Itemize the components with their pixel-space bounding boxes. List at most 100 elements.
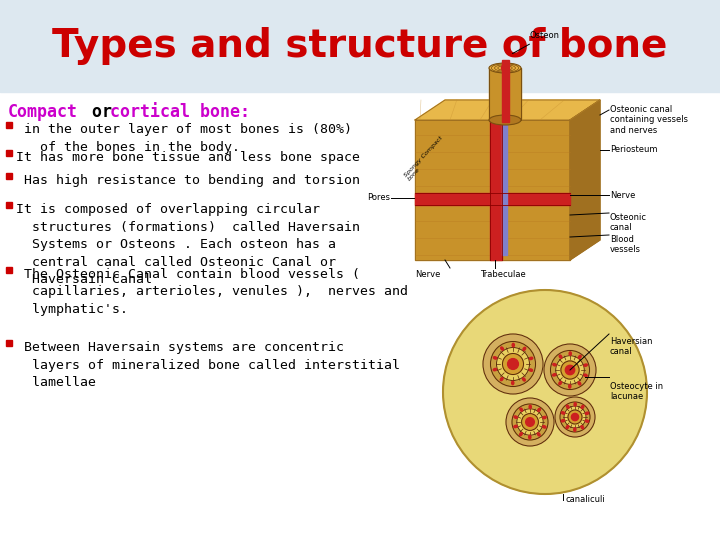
Circle shape (561, 361, 579, 379)
Ellipse shape (529, 369, 533, 372)
Text: Periosteum: Periosteum (610, 145, 657, 154)
Ellipse shape (553, 363, 556, 366)
Text: Blood
vessels: Blood vessels (610, 235, 641, 254)
Circle shape (560, 402, 590, 432)
Ellipse shape (523, 347, 526, 350)
Circle shape (506, 398, 554, 446)
Ellipse shape (489, 63, 521, 73)
Circle shape (572, 414, 579, 421)
Ellipse shape (559, 382, 562, 384)
Ellipse shape (543, 426, 546, 428)
Circle shape (483, 334, 543, 394)
Circle shape (565, 366, 575, 375)
Circle shape (502, 64, 508, 71)
Polygon shape (489, 68, 521, 120)
Polygon shape (570, 100, 600, 260)
Text: Has high resistance to bending and torsion: Has high resistance to bending and torsi… (16, 174, 360, 187)
Ellipse shape (562, 412, 564, 414)
Ellipse shape (559, 355, 562, 358)
Circle shape (503, 354, 523, 375)
Text: The Osteonic Canal contain blood vessels (
  capillaries, arterioles, venules ),: The Osteonic Canal contain blood vessels… (16, 268, 408, 316)
Circle shape (544, 344, 596, 396)
Ellipse shape (574, 428, 576, 431)
Ellipse shape (585, 420, 589, 422)
Text: Nerve: Nerve (610, 191, 635, 199)
Ellipse shape (578, 382, 581, 385)
Ellipse shape (569, 352, 572, 355)
Circle shape (497, 348, 529, 381)
Bar (6, 150, 12, 156)
Ellipse shape (528, 435, 531, 439)
Text: Osteocyte in
lacunae: Osteocyte in lacunae (610, 382, 663, 401)
Text: canaliculi: canaliculi (565, 496, 605, 504)
Ellipse shape (523, 378, 526, 381)
Circle shape (526, 417, 534, 426)
Ellipse shape (543, 416, 546, 419)
Ellipse shape (489, 115, 521, 125)
Text: Compact: Compact (8, 103, 78, 121)
Circle shape (517, 409, 543, 435)
Ellipse shape (520, 433, 522, 436)
Circle shape (512, 404, 548, 440)
Text: Haversian
canal: Haversian canal (610, 337, 652, 356)
Ellipse shape (569, 384, 571, 388)
Circle shape (556, 356, 585, 384)
Bar (415, 193, 570, 205)
Ellipse shape (585, 412, 589, 414)
Text: or: or (82, 103, 122, 121)
Ellipse shape (529, 357, 533, 360)
Text: It is composed of overlapping circular
  structures (formations)  called Haversa: It is composed of overlapping circular s… (16, 203, 360, 286)
Bar (6, 202, 12, 208)
Ellipse shape (567, 405, 569, 408)
Ellipse shape (529, 405, 531, 409)
Text: Nerve: Nerve (415, 270, 441, 279)
Bar (6, 122, 12, 128)
Ellipse shape (553, 374, 556, 376)
Bar (6, 173, 12, 179)
Ellipse shape (514, 416, 518, 418)
Ellipse shape (581, 426, 584, 429)
Ellipse shape (514, 426, 517, 428)
Ellipse shape (537, 433, 540, 436)
Circle shape (521, 414, 539, 430)
Circle shape (490, 341, 536, 387)
Text: Osteonic canal
containing vessels
and nerves: Osteonic canal containing vessels and ne… (610, 105, 688, 135)
Ellipse shape (493, 357, 497, 359)
Bar (0, 92, 720, 540)
Ellipse shape (581, 406, 584, 408)
Text: Pores: Pores (367, 193, 390, 202)
Ellipse shape (578, 355, 581, 359)
Ellipse shape (538, 408, 541, 411)
Polygon shape (415, 100, 600, 120)
Circle shape (443, 290, 647, 494)
Circle shape (508, 359, 518, 369)
Ellipse shape (500, 377, 503, 381)
Ellipse shape (574, 403, 576, 406)
Bar (490, 120, 502, 260)
Ellipse shape (493, 368, 497, 371)
Text: in the outer layer of most bones is (80%)
   of the bones in the body.: in the outer layer of most bones is (80%… (16, 123, 352, 153)
Bar (6, 267, 12, 273)
Ellipse shape (566, 426, 569, 429)
Text: Spongy Compact
bone: Spongy Compact bone (403, 135, 448, 181)
Ellipse shape (512, 381, 514, 384)
Circle shape (555, 397, 595, 437)
Text: Types and structure of bone: Types and structure of bone (53, 27, 667, 65)
Text: Osteonic
canal: Osteonic canal (610, 213, 647, 232)
Text: Between Haversain systems are concentric
  layers of mineralized bone called int: Between Haversain systems are concentric… (16, 341, 400, 389)
Bar (502, 60, 509, 122)
Circle shape (568, 410, 582, 424)
Circle shape (564, 406, 586, 428)
Ellipse shape (584, 364, 588, 366)
Bar (0, 0, 720, 92)
Text: Trabeculae: Trabeculae (480, 270, 526, 279)
Circle shape (551, 350, 590, 389)
Ellipse shape (584, 374, 588, 376)
Text: It has more bone tissue and less bone space: It has more bone tissue and less bone sp… (16, 151, 360, 164)
Ellipse shape (562, 420, 564, 422)
Ellipse shape (500, 347, 503, 350)
Polygon shape (415, 120, 570, 260)
Bar (502, 125, 507, 255)
Ellipse shape (520, 408, 523, 411)
Text: Osteon: Osteon (513, 31, 560, 53)
